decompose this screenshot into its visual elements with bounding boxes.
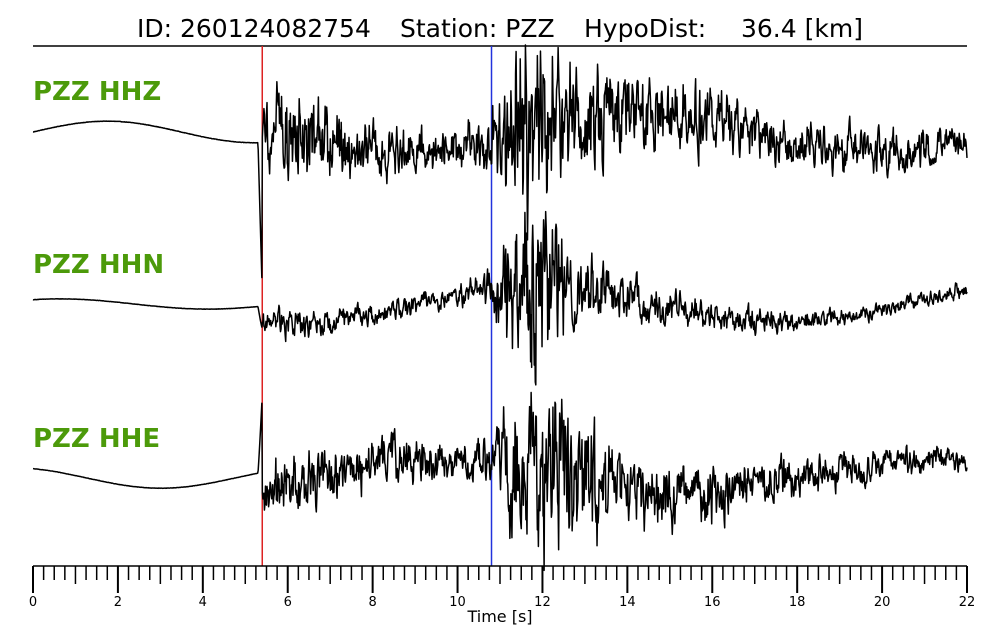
title-id: ID: 260124082754 (137, 14, 371, 43)
x-tick-label: 10 (449, 595, 466, 610)
axis-tick-labels: 0 2 4 6 8 10 12 14 16 18 20 22 (29, 595, 975, 610)
trace-hhz (32, 44, 968, 279)
x-tick-label: 8 (368, 595, 376, 610)
x-tick-label: 20 (874, 595, 891, 610)
channel-label-hhn: PZZ HHN (33, 250, 164, 280)
x-tick-label: 0 (29, 595, 37, 610)
channel-label-hhz: PZZ HHZ (33, 77, 161, 107)
trace-hhn (32, 210, 968, 386)
trace-hhe (32, 391, 968, 572)
title-hypodist-label: HypoDist: (584, 14, 706, 43)
title-station: Station: PZZ (400, 14, 555, 43)
x-tick-label: 4 (199, 595, 207, 610)
x-axis-label: Time [s] (466, 607, 532, 626)
x-tick-label: 22 (959, 595, 976, 610)
time-axis: 0 2 4 6 8 10 12 14 16 18 20 22 (29, 565, 975, 610)
x-tick-label: 6 (284, 595, 292, 610)
x-tick-label: 12 (534, 595, 551, 610)
axis-ticks (32, 566, 968, 593)
x-tick-label: 16 (704, 595, 721, 610)
x-tick-label: 2 (114, 595, 122, 610)
x-tick-label: 14 (619, 595, 636, 610)
x-tick-label: 18 (789, 595, 806, 610)
title-hypodist-value: 36.4 [km] (741, 14, 863, 43)
channel-label-hhe: PZZ HHE (33, 424, 160, 454)
trace-group (32, 44, 968, 572)
